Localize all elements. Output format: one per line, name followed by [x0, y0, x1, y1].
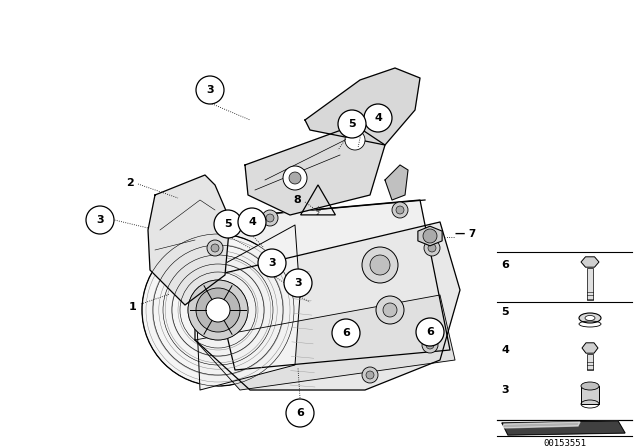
- Circle shape: [283, 166, 307, 190]
- Text: 6: 6: [296, 408, 304, 418]
- Text: 5: 5: [348, 119, 356, 129]
- Text: 6: 6: [501, 260, 509, 270]
- Text: 5: 5: [224, 219, 232, 229]
- Circle shape: [238, 208, 266, 236]
- Circle shape: [262, 210, 278, 226]
- Circle shape: [332, 319, 360, 347]
- Circle shape: [289, 172, 301, 184]
- Circle shape: [376, 296, 404, 324]
- Bar: [581, 386, 599, 404]
- Polygon shape: [582, 343, 598, 353]
- Circle shape: [196, 288, 240, 332]
- Text: 4: 4: [248, 217, 256, 227]
- Circle shape: [142, 234, 294, 386]
- Circle shape: [286, 399, 314, 427]
- Text: 00153551: 00153551: [543, 439, 586, 448]
- Polygon shape: [418, 226, 442, 246]
- Polygon shape: [200, 200, 450, 370]
- Polygon shape: [245, 125, 385, 215]
- Text: 3: 3: [96, 215, 104, 225]
- Circle shape: [416, 318, 444, 346]
- Circle shape: [206, 298, 230, 322]
- Circle shape: [362, 367, 378, 383]
- Circle shape: [211, 244, 219, 252]
- Text: 3: 3: [501, 385, 509, 395]
- Circle shape: [188, 280, 248, 340]
- Circle shape: [370, 255, 390, 275]
- Ellipse shape: [585, 315, 595, 320]
- Circle shape: [422, 337, 438, 353]
- Polygon shape: [581, 257, 599, 267]
- Polygon shape: [385, 165, 408, 200]
- Text: 1: 1: [129, 302, 137, 312]
- Bar: [587, 354, 593, 370]
- Bar: [587, 268, 593, 300]
- Polygon shape: [502, 422, 580, 428]
- Circle shape: [345, 130, 365, 150]
- Circle shape: [426, 341, 434, 349]
- Circle shape: [214, 210, 242, 238]
- Text: 2: 2: [126, 178, 134, 188]
- Circle shape: [424, 240, 440, 256]
- Circle shape: [362, 247, 398, 283]
- Text: 3: 3: [206, 85, 214, 95]
- Circle shape: [207, 240, 223, 256]
- Circle shape: [383, 303, 397, 317]
- Polygon shape: [195, 225, 300, 390]
- Polygon shape: [195, 295, 455, 390]
- Circle shape: [366, 371, 374, 379]
- Text: 5: 5: [501, 307, 509, 317]
- Circle shape: [423, 229, 437, 243]
- Text: △
2: △ 2: [316, 206, 321, 216]
- Circle shape: [266, 214, 274, 222]
- Circle shape: [284, 269, 312, 297]
- Circle shape: [338, 110, 366, 138]
- Text: 4: 4: [501, 345, 509, 355]
- Circle shape: [428, 244, 436, 252]
- Polygon shape: [148, 175, 230, 305]
- Circle shape: [258, 249, 286, 277]
- Ellipse shape: [579, 313, 601, 323]
- Polygon shape: [502, 421, 625, 435]
- Circle shape: [86, 206, 114, 234]
- Text: 6: 6: [426, 327, 434, 337]
- Text: 3: 3: [268, 258, 276, 268]
- Text: 8: 8: [293, 195, 301, 205]
- Polygon shape: [195, 222, 460, 390]
- Ellipse shape: [581, 382, 599, 390]
- Text: 3: 3: [294, 278, 302, 288]
- Text: — 7: — 7: [455, 229, 476, 239]
- Circle shape: [364, 104, 392, 132]
- Circle shape: [392, 202, 408, 218]
- Text: 6: 6: [342, 328, 350, 338]
- Circle shape: [196, 76, 224, 104]
- Text: 4: 4: [374, 113, 382, 123]
- Circle shape: [396, 206, 404, 214]
- Polygon shape: [305, 68, 420, 145]
